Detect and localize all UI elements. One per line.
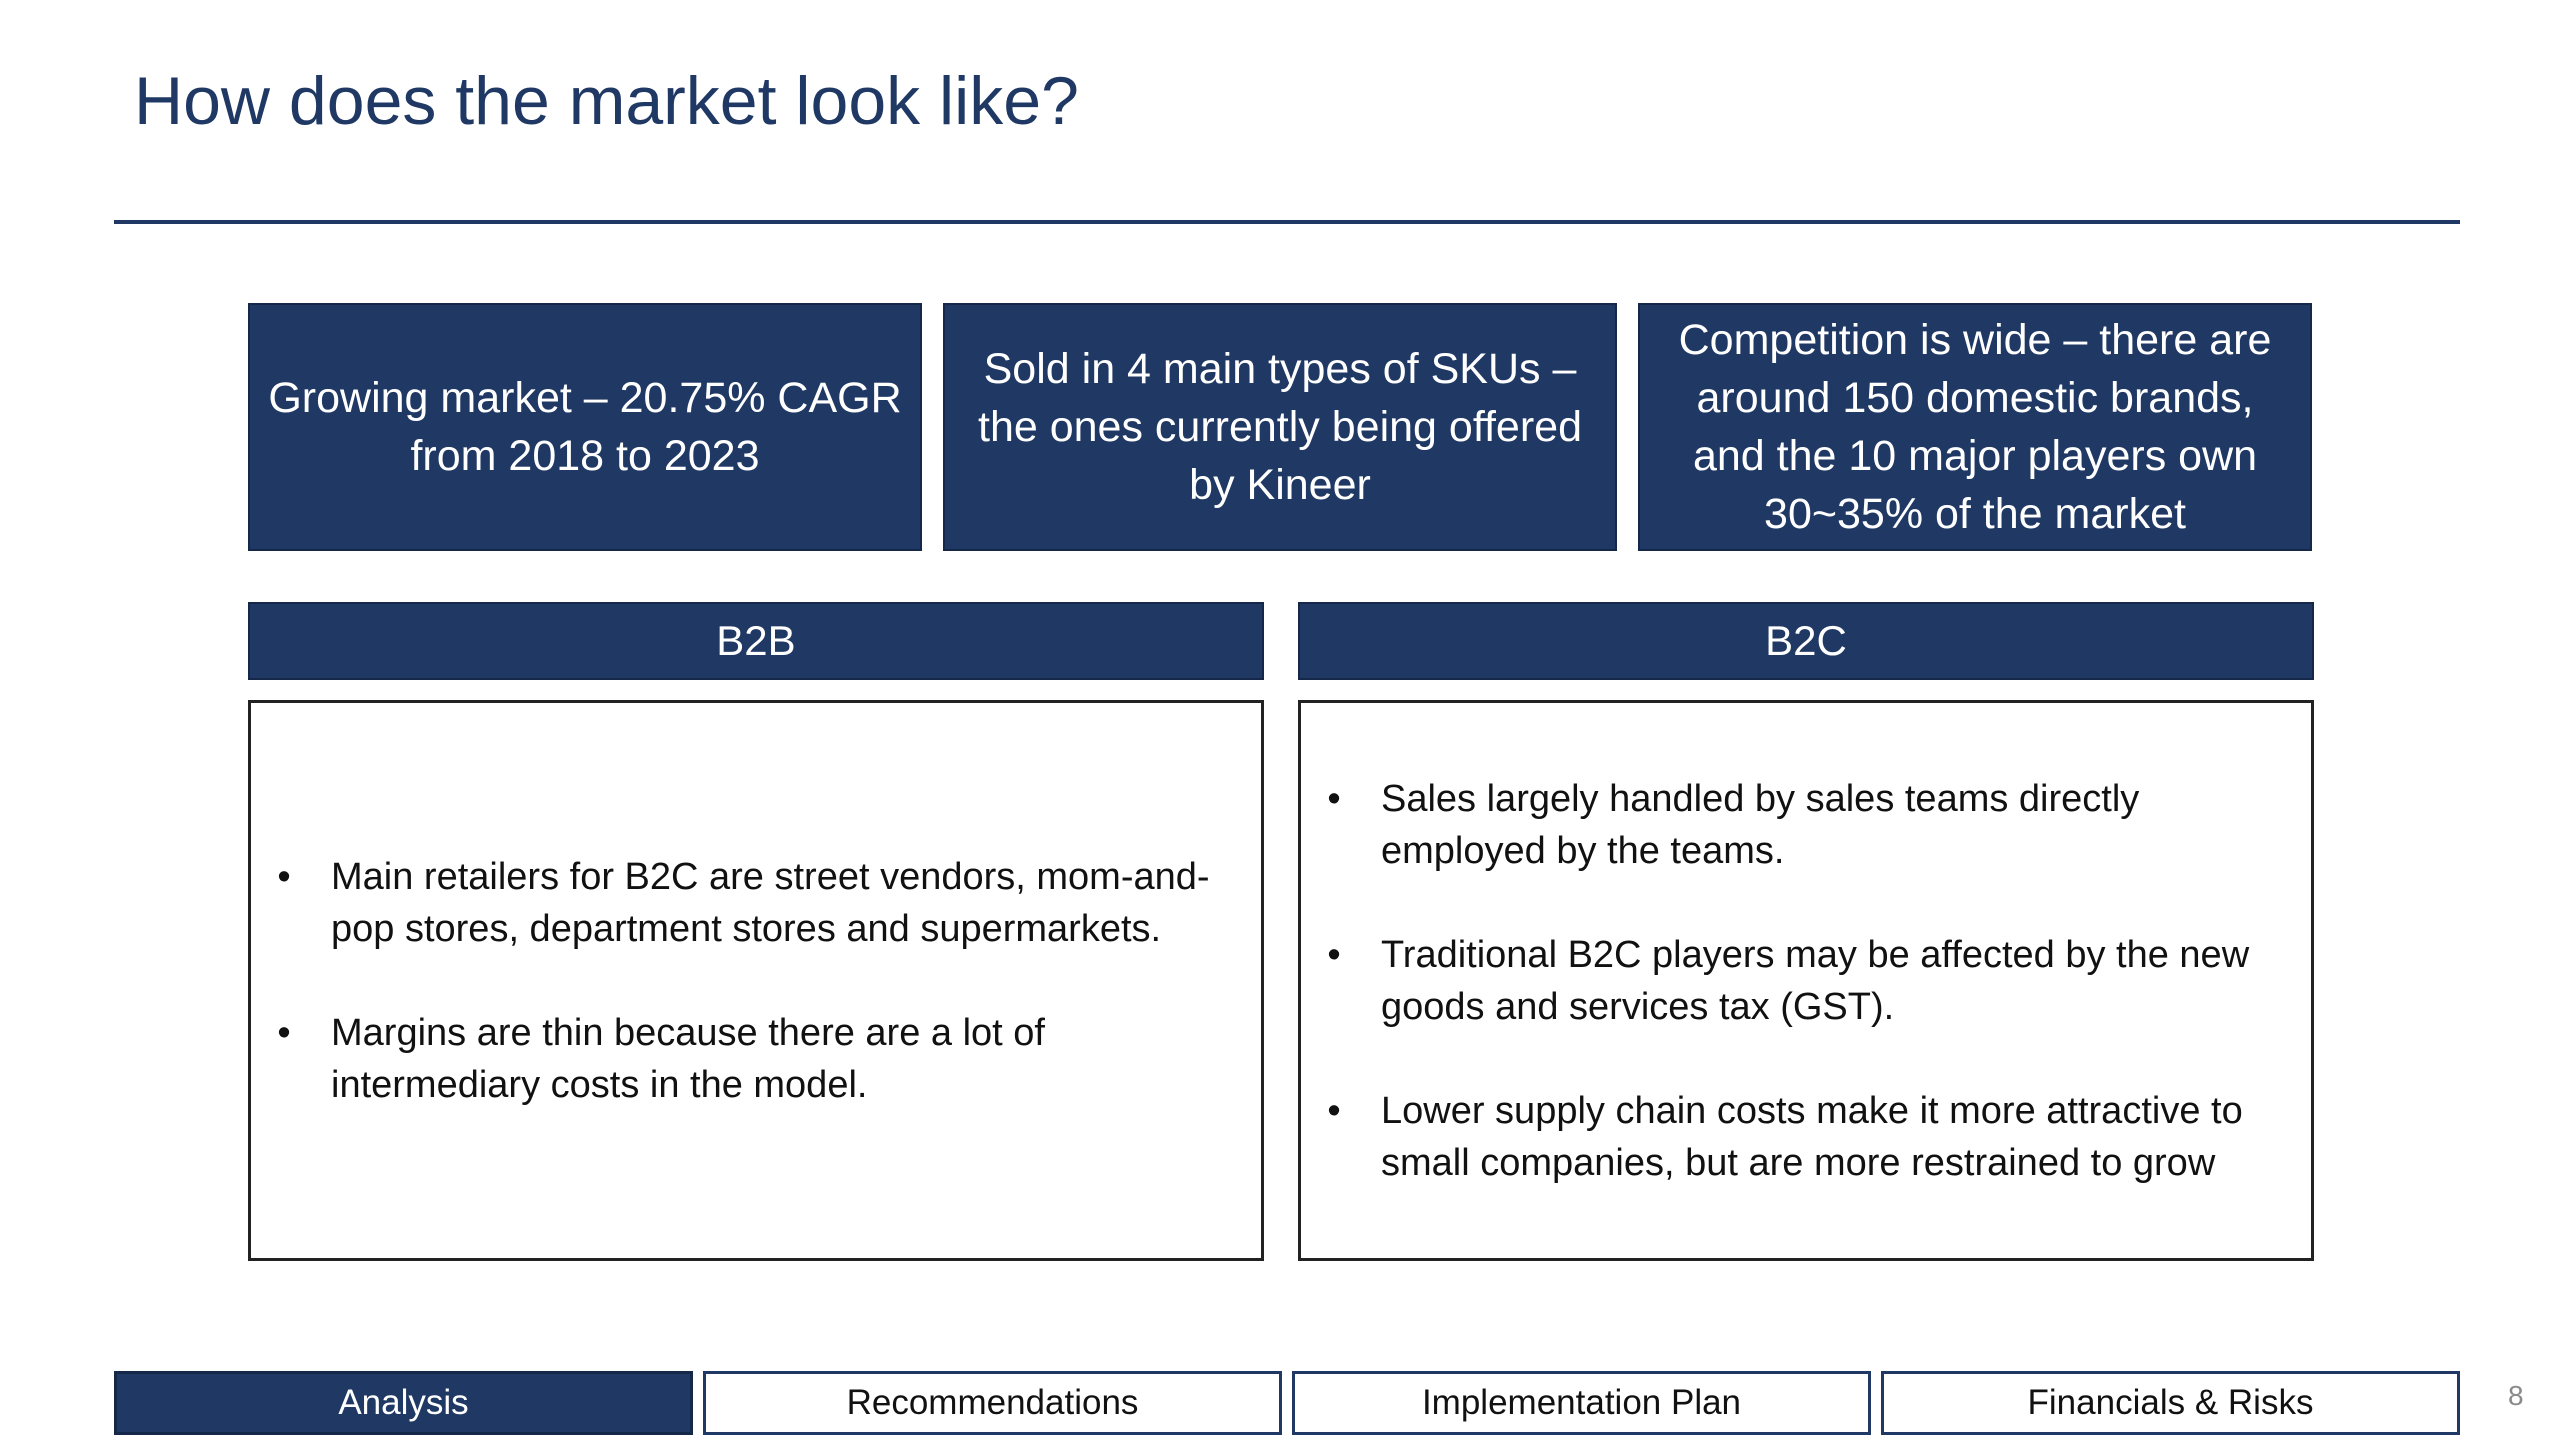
b2b-bullet-text: Main retailers for B2C are street vendor… [331,855,1210,950]
b2c-bullet: • Lower supply chain costs make it more … [1319,1085,2291,1189]
title-divider [114,220,2460,224]
b2b-bullet: • Main retailers for B2C are street vend… [269,851,1241,955]
b2c-bullet-text: Lower supply chain costs make it more at… [1381,1089,2243,1184]
bullet-icon: • [277,855,291,898]
b2b-bullet-text: Margins are thin because there are a lot… [331,1011,1045,1106]
highlight-competition-text: Competition is wide – there are around 1… [1678,316,2272,538]
bullet-icon: • [277,1011,291,1054]
nav-tab-label: Recommendations [846,1383,1139,1422]
b2c-bullet: • Sales largely handled by sales teams d… [1319,773,2291,877]
b2b-content-box: • Main retailers for B2C are street vend… [248,700,1264,1261]
nav-tab-financials-risks[interactable]: Financials & Risks [1881,1371,2460,1435]
slide-title: How does the market look like? [134,63,1079,139]
page-number: 8 [2508,1380,2524,1411]
bullet-icon: • [1327,777,1341,820]
b2c-bullet: • Traditional B2C players may be affecte… [1319,929,2291,1033]
highlight-growth-text: Growing market – 20.75% CAGR from 2018 t… [268,374,902,480]
nav-tab-label: Implementation Plan [1421,1383,1742,1422]
highlight-skus-text: Sold in 4 main types of SKUs – the ones … [978,345,1582,509]
b2c-header-label: B2C [1765,617,1847,664]
highlight-growth: Growing market – 20.75% CAGR from 2018 t… [248,303,922,551]
nav-tab-recommendations[interactable]: Recommendations [703,1371,1282,1435]
b2b-bullet-list: • Main retailers for B2C are street vend… [251,851,1261,1111]
b2c-header: B2C [1298,602,2314,680]
b2c-content-box: • Sales largely handled by sales teams d… [1298,700,2314,1261]
bullet-icon: • [1327,1089,1341,1132]
b2c-bullet-text: Traditional B2C players may be affected … [1381,933,2250,1028]
b2c-bullet-list: • Sales largely handled by sales teams d… [1301,773,2311,1189]
b2b-header-label: B2B [716,617,796,664]
nav-tab-implementation-plan[interactable]: Implementation Plan [1292,1371,1871,1435]
b2c-bullet-text: Sales largely handled by sales teams dir… [1381,777,2140,872]
b2b-header: B2B [248,602,1264,680]
highlight-skus: Sold in 4 main types of SKUs – the ones … [943,303,1617,551]
nav-tab-label: Analysis [338,1383,469,1422]
bullet-icon: • [1327,933,1341,976]
b2b-bullet: • Margins are thin because there are a l… [269,1007,1241,1111]
highlight-competition: Competition is wide – there are around 1… [1638,303,2312,551]
nav-tab-analysis[interactable]: Analysis [114,1371,693,1435]
nav-tab-label: Financials & Risks [2027,1383,2314,1422]
